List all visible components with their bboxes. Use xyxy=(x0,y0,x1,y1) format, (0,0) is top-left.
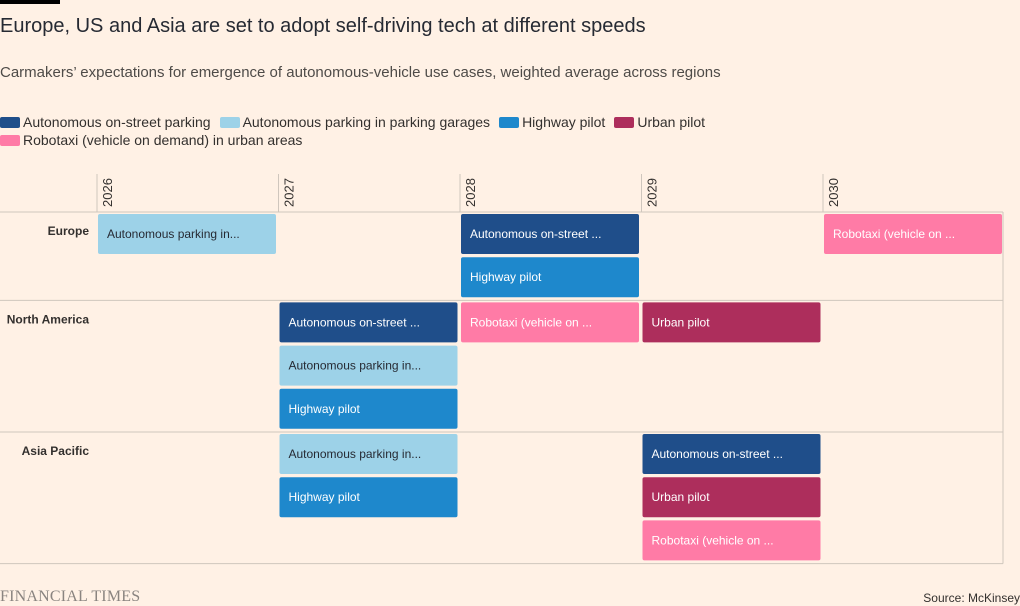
bar-label: Highway pilot xyxy=(289,402,361,416)
legend-item-onstreet: Autonomous on-street parking xyxy=(0,114,211,130)
bar-label: Autonomous parking in... xyxy=(289,447,422,461)
legend-swatch xyxy=(219,116,240,128)
bar-label: Urban pilot xyxy=(652,490,711,504)
bar-garage xyxy=(279,434,458,474)
legend-item-robotaxi: Robotaxi (vehicle on demand) in urban ar… xyxy=(0,132,302,148)
legend-label: Urban pilot xyxy=(637,114,706,130)
bar-onstreet xyxy=(461,214,639,254)
bar-onstreet xyxy=(642,434,821,474)
legend-swatch xyxy=(614,116,635,128)
bar-highway xyxy=(461,257,639,298)
bar-onstreet xyxy=(279,302,458,343)
bar-urban xyxy=(642,477,821,518)
region-label: Asia Pacific xyxy=(22,444,90,458)
bar-robotaxi xyxy=(824,214,1002,254)
year-tick-label: 2028 xyxy=(463,178,478,207)
bar-label: Urban pilot xyxy=(652,315,711,329)
bar-label: Autonomous on-street ... xyxy=(289,315,420,329)
bar-highway xyxy=(279,388,458,429)
source-note: Source: McKinsey xyxy=(923,591,1020,605)
region-label: Europe xyxy=(48,224,90,238)
bar-label: Robotaxi (vehicle on ... xyxy=(833,227,955,241)
year-tick-label: 2026 xyxy=(100,178,115,207)
legend-swatch xyxy=(499,116,520,128)
region-label: North America xyxy=(7,312,90,326)
legend-label: Autonomous on-street parking xyxy=(23,114,211,130)
legend-swatch xyxy=(0,116,20,128)
legend-label: Highway pilot xyxy=(522,114,606,130)
bar-label: Autonomous on-street ... xyxy=(470,227,601,241)
legend-label: Autonomous parking in parking garages xyxy=(242,114,491,130)
chart-subtitle: Carmakers’ expectations for emergence of… xyxy=(0,64,721,81)
legend-item-highway: Highway pilot xyxy=(499,114,605,130)
bar-robotaxi xyxy=(642,520,821,561)
bar-label: Highway pilot xyxy=(289,490,361,504)
chart-title: Europe, US and Asia are set to adopt sel… xyxy=(0,15,646,37)
legend-item-garage: Autonomous parking in parking garages xyxy=(219,114,491,130)
year-tick-label: 2030 xyxy=(826,178,841,207)
bar-label: Autonomous parking in... xyxy=(107,227,240,241)
bar-highway xyxy=(279,477,458,518)
top-accent-bar xyxy=(0,0,60,4)
bar-label: Robotaxi (vehicle on ... xyxy=(652,533,774,547)
bar-label: Highway pilot xyxy=(470,270,542,284)
bar-urban xyxy=(642,302,821,343)
bar-garage xyxy=(279,345,458,386)
bar-label: Autonomous parking in... xyxy=(289,359,422,373)
bar-robotaxi xyxy=(461,302,639,343)
chart-legend: Autonomous on-street parking Autonomous p… xyxy=(0,114,760,148)
bar-label: Robotaxi (vehicle on ... xyxy=(470,315,592,329)
bar-garage xyxy=(98,214,276,254)
bar-label: Autonomous on-street ... xyxy=(652,447,783,461)
legend-label: Robotaxi (vehicle on demand) in urban ar… xyxy=(23,132,303,148)
legend-swatch xyxy=(0,134,20,146)
legend-item-urban: Urban pilot xyxy=(614,114,705,130)
year-tick-label: 2027 xyxy=(282,178,297,207)
year-tick-label: 2029 xyxy=(645,178,660,207)
ft-logo: FINANCIAL TIMES xyxy=(0,588,141,605)
